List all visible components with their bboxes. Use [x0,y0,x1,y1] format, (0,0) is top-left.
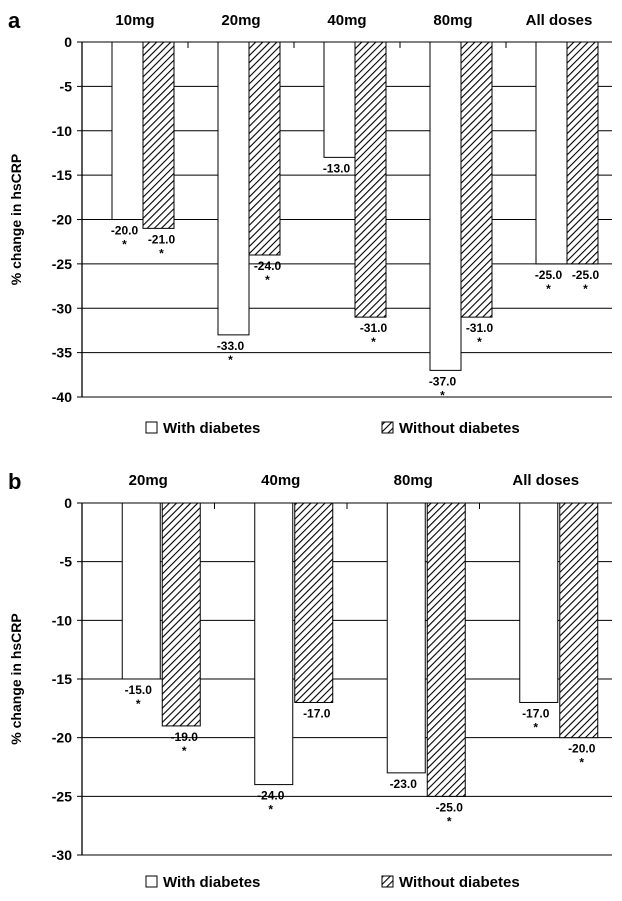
bar-with-diabetes [121,502,161,680]
y-tick-label: -30 [52,847,72,863]
category-label: 80mg [394,472,433,489]
bar-with-diabetes [535,41,568,265]
legend-swatch-without-diabetes [381,421,394,434]
bar-with-diabetes [111,41,144,220]
significance-marker: * [265,273,270,287]
bar-with-diabetes [519,502,559,703]
chart-panel-a: a 0 -5 -10 -15 -20 -25 -30 -35 -40 % change in hsC… [8,8,612,437]
bar-with-diabetes [386,502,426,774]
bar-without-diabetes [559,502,599,739]
significance-marker: * [136,697,141,711]
y-tick-label: -15 [52,671,72,687]
data-label: -23.0 [390,777,418,791]
bar-with-diabetes [429,41,462,371]
data-label: -21.0 [148,232,176,246]
y-tick-label: -35 [52,345,72,361]
category-label: All doses [512,472,579,489]
y-tick-label: -25 [52,788,72,804]
y-tick-label: -10 [52,612,72,628]
bar-without-diabetes [142,41,175,229]
category-label: 80mg [433,12,472,29]
y-tick-label: -5 [60,554,73,570]
bar-without-diabetes [426,502,466,797]
y-tick-label: 0 [64,495,72,511]
significance-marker: * [477,335,482,349]
y-tick-label: -25 [52,256,72,272]
significance-marker: * [447,814,452,828]
significance-marker: * [371,335,376,349]
legend-label-with-diabetes: With diabetes [163,874,260,891]
category-label: 40mg [261,472,300,489]
category-label: 20mg [221,12,260,29]
legend-label-with-diabetes: With diabetes [163,420,260,437]
data-label: -17.0 [522,706,550,720]
data-label: -20.0 [111,224,139,238]
bar-with-diabetes [217,41,250,336]
data-label: -24.0 [254,259,282,273]
y-tick-label: -20 [52,212,72,228]
bar-without-diabetes [460,41,493,318]
significance-marker: * [583,282,588,296]
data-label: -25.0 [535,268,563,282]
panel-letter: b [8,469,21,494]
legend: With diabetes Without diabetes [145,420,520,437]
significance-marker: * [122,238,127,252]
bar-without-diabetes [161,502,201,727]
data-label: -37.0 [429,374,457,388]
data-label: -20.0 [568,742,596,756]
significance-marker: * [579,756,584,770]
significance-marker: * [228,353,233,367]
data-label: -33.0 [217,339,245,353]
data-label: -25.0 [436,800,464,814]
bar-without-diabetes [294,502,334,703]
y-axis-title: % change in hsCRP [8,154,24,285]
data-label: -31.0 [360,321,388,335]
bar-without-diabetes [248,41,281,256]
data-label: -19.0 [171,730,199,744]
y-tick-label: -10 [52,123,72,139]
legend-swatch-with-diabetes [145,875,158,888]
panel-letter: a [8,8,21,33]
y-tick-label: -20 [52,730,72,746]
category-label: 20mg [129,472,168,489]
data-label: -17.0 [303,706,331,720]
y-tick-label: -5 [60,78,73,94]
legend-swatch-with-diabetes [145,421,158,434]
significance-marker: * [533,720,538,734]
data-label: -24.0 [257,789,285,803]
category-label: 10mg [115,12,154,29]
significance-marker: * [440,388,445,402]
data-label: -15.0 [125,683,153,697]
y-tick-label: -30 [52,300,72,316]
legend-swatch-without-diabetes [381,875,394,888]
y-tick-label: -15 [52,167,72,183]
significance-marker: * [159,246,164,260]
significance-marker: * [268,803,273,817]
significance-marker: * [546,282,551,296]
bar-with-diabetes [254,502,294,786]
legend-label-without-diabetes: Without diabetes [399,874,520,891]
data-label: -13.0 [323,161,351,175]
bar-with-diabetes [323,41,356,158]
data-label: -31.0 [466,321,494,335]
y-tick-label: 0 [64,34,72,50]
y-tick-label: -40 [52,389,72,405]
bar-without-diabetes [566,41,599,265]
data-label: -25.0 [572,268,600,282]
significance-marker: * [182,744,187,758]
category-label: All doses [526,12,593,29]
legend: With diabetes Without diabetes [145,874,520,891]
category-label: 40mg [327,12,366,29]
y-axis-title: % change in hsCRP [8,613,24,744]
chart-panel-b: b 0 -5 -10 -15 -20 -25 -30 % change in hsCRP 20mg… [8,469,612,891]
legend-label-without-diabetes: Without diabetes [399,420,520,437]
bar-without-diabetes [354,41,387,318]
